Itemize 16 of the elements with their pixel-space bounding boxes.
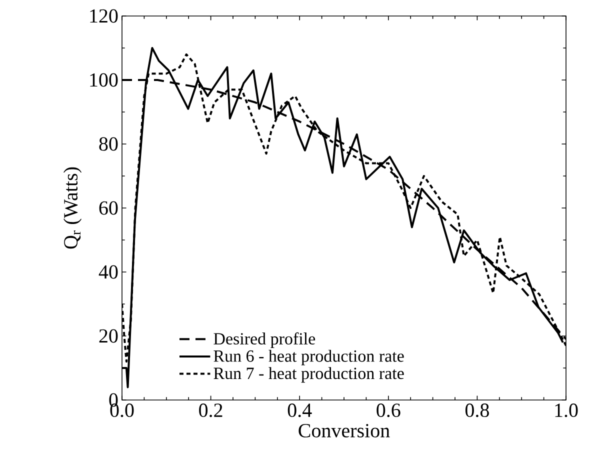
y-tick-label: 60 — [99, 201, 118, 215]
y-tick-label: 120 — [90, 9, 118, 23]
legend-label: Run 6 - heat production rate — [214, 350, 404, 366]
y-tick-label: 80 — [99, 137, 118, 151]
legend-label: Run 7 - heat production rate — [214, 367, 404, 383]
y-tick-label: 100 — [90, 73, 118, 87]
y-tick-label: 40 — [98, 265, 118, 279]
legend-label: Desired profile — [214, 332, 316, 348]
x-tick-label: 1.0 — [555, 404, 578, 418]
x-tick-label: 0.4 — [288, 404, 312, 418]
x-tick-label: 0.6 — [376, 404, 400, 418]
x-tick-label: 0.2 — [199, 404, 222, 418]
y-tick-label: 20 — [99, 329, 118, 343]
x-axis-title: Conversion — [298, 424, 390, 438]
y-axis-title: Q$_{r}$ (Watts) — [63, 167, 82, 249]
x-tick-label: 0.8 — [465, 404, 489, 418]
